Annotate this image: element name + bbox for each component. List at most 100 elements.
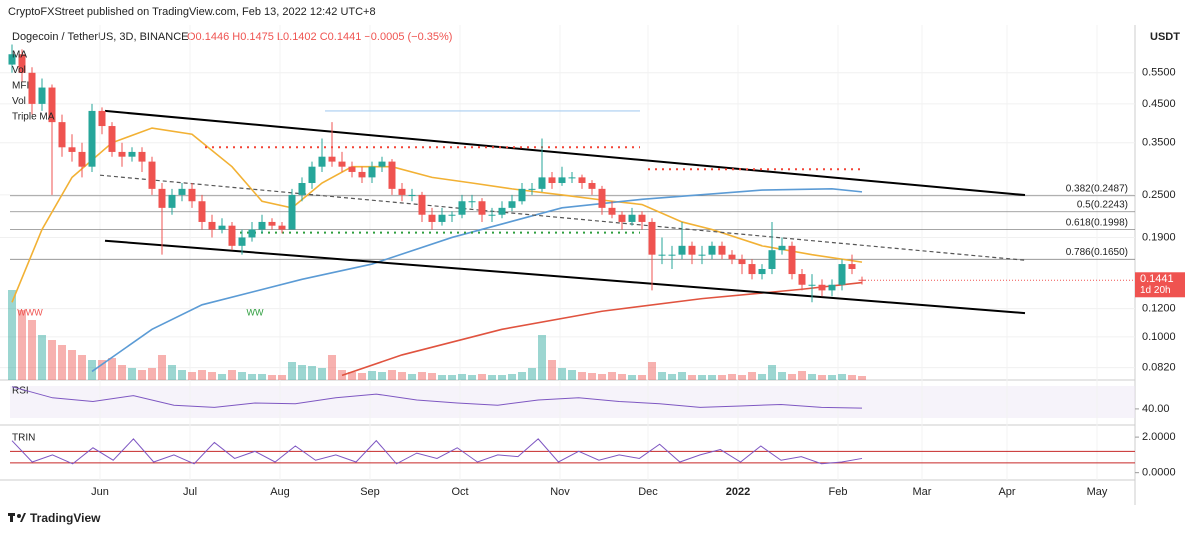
volume-bar bbox=[268, 375, 276, 380]
volume-bar bbox=[418, 372, 426, 380]
volume-bar bbox=[718, 375, 726, 380]
volume-bar bbox=[468, 375, 476, 380]
candle-body bbox=[288, 194, 296, 230]
volume-bar bbox=[308, 366, 316, 380]
x-tick-label: Aug bbox=[270, 486, 290, 498]
volume-bar bbox=[528, 368, 536, 380]
volume-bar bbox=[218, 374, 226, 380]
x-tick-label: Nov bbox=[550, 486, 570, 498]
candle-body bbox=[648, 221, 656, 255]
volume-bar bbox=[48, 340, 56, 380]
candle-body bbox=[538, 177, 546, 189]
indicator-label: Vol bbox=[12, 96, 26, 107]
y-tick-label: 0.1000 bbox=[1142, 331, 1176, 343]
volume-bar bbox=[668, 374, 676, 380]
volume-bar bbox=[688, 375, 696, 380]
brand-logo bbox=[8, 513, 26, 522]
signal-marker: WWW bbox=[17, 307, 43, 317]
candle-body bbox=[838, 264, 846, 285]
candle-body bbox=[268, 221, 276, 226]
candle-body bbox=[628, 214, 636, 222]
candle-body bbox=[198, 201, 206, 222]
candle-body bbox=[478, 201, 486, 215]
trend-line bbox=[104, 239, 1026, 315]
candle-body bbox=[688, 245, 696, 255]
volume-bar bbox=[698, 375, 706, 380]
candle-body bbox=[38, 87, 46, 104]
candle-body bbox=[778, 245, 786, 251]
candle-body bbox=[798, 274, 806, 285]
y-tick-label: 0.1900 bbox=[1142, 231, 1176, 243]
volume-bar bbox=[438, 375, 446, 380]
volume-bar bbox=[618, 374, 626, 380]
candle-body bbox=[248, 229, 256, 238]
x-tick-label: Oct bbox=[451, 486, 468, 498]
volume-bar bbox=[848, 375, 856, 380]
y-tick-label: 0.4500 bbox=[1142, 98, 1176, 110]
candle-body bbox=[58, 122, 66, 148]
volume-bar bbox=[168, 365, 176, 380]
fib-label: 0.786(0.1650) bbox=[1066, 247, 1128, 258]
volume-bar bbox=[58, 345, 66, 380]
candle-body bbox=[408, 194, 416, 196]
candle-body bbox=[278, 225, 286, 230]
volume-bar bbox=[548, 360, 556, 380]
y-tick-label: 0.0000 bbox=[1142, 467, 1176, 479]
candle-body bbox=[28, 72, 36, 104]
y-tick-label: 2.0000 bbox=[1142, 431, 1176, 443]
fib-label: 0.382(0.2487) bbox=[1066, 183, 1128, 194]
candle-body bbox=[8, 54, 16, 65]
x-tick-label: Apr bbox=[998, 486, 1015, 498]
volume-bar bbox=[348, 372, 356, 380]
x-tick-label: Sep bbox=[360, 486, 380, 498]
volume-bar bbox=[78, 355, 86, 380]
x-tick-label: Feb bbox=[829, 486, 848, 498]
candle-body bbox=[608, 207, 616, 215]
candle-body bbox=[808, 284, 816, 286]
candle-body bbox=[788, 245, 796, 275]
volume-bar bbox=[818, 375, 826, 380]
candle-body bbox=[358, 171, 366, 178]
candle-body bbox=[178, 188, 186, 195]
x-tick-label: 2022 bbox=[726, 486, 750, 498]
volume-bar bbox=[518, 372, 526, 380]
rsi-band bbox=[10, 386, 1135, 418]
candle-body bbox=[848, 264, 856, 269]
candle-body bbox=[528, 188, 536, 190]
candle-body bbox=[678, 245, 686, 255]
volume-bar bbox=[128, 368, 136, 380]
volume-bar bbox=[278, 375, 286, 380]
publisher: CryptoFXStreet published on TradingView.… bbox=[8, 6, 376, 18]
candle-body bbox=[148, 161, 156, 189]
volume-bar bbox=[318, 368, 326, 380]
candle-body bbox=[368, 166, 376, 178]
volume-bar bbox=[728, 374, 736, 380]
volume-bar bbox=[178, 370, 186, 380]
indicator-label: MA bbox=[12, 50, 27, 61]
volume-bar bbox=[288, 362, 296, 380]
volume-bar bbox=[538, 335, 546, 380]
candle-body bbox=[658, 254, 666, 256]
candle-body bbox=[818, 284, 826, 291]
volume-bar bbox=[678, 372, 686, 380]
volume-bar bbox=[448, 375, 456, 380]
candle-body bbox=[98, 110, 106, 127]
volume-bar bbox=[238, 372, 246, 380]
volume-bar bbox=[598, 374, 606, 380]
volume-bar bbox=[768, 365, 776, 380]
volume-bar bbox=[788, 374, 796, 380]
volume-bar bbox=[568, 370, 576, 380]
last-price: 0.1441 bbox=[1140, 273, 1174, 285]
candle-body bbox=[208, 221, 216, 230]
volume-bar bbox=[408, 374, 416, 380]
volume-bar bbox=[298, 365, 306, 380]
candle-body bbox=[68, 147, 76, 152]
candle-body bbox=[498, 207, 506, 215]
volume-bar bbox=[18, 310, 26, 380]
x-tick-label: Jul bbox=[183, 486, 197, 498]
candle-body bbox=[578, 177, 586, 184]
candle-body bbox=[518, 188, 526, 202]
candle-body bbox=[118, 151, 126, 157]
